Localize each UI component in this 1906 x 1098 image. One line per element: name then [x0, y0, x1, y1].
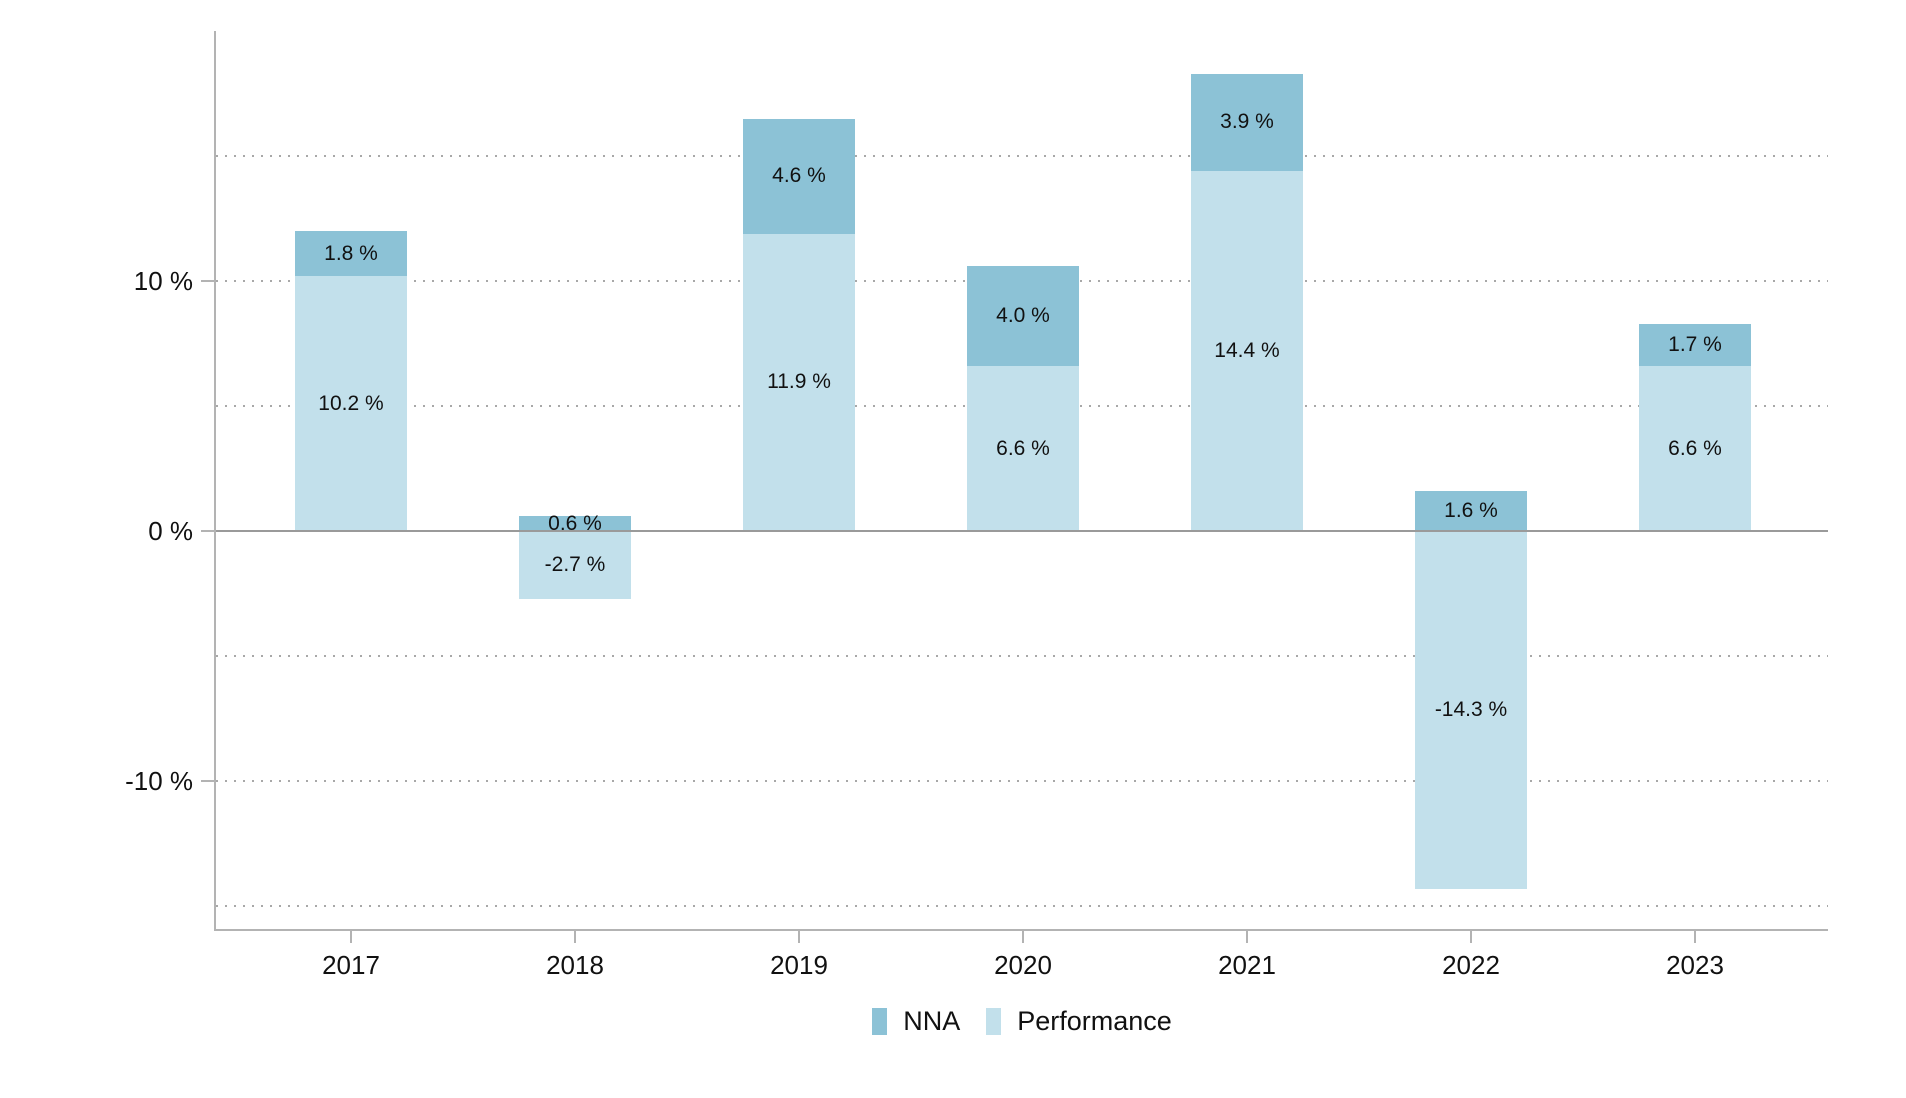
bar-2019-nna-segment: 4.6 %: [743, 118, 855, 234]
x-axis-tick-2020: [1022, 931, 1024, 943]
y-axis-line: [214, 31, 216, 931]
gridline--15pct: [216, 905, 1828, 907]
x-axis-tick-2022: [1470, 931, 1472, 943]
bar-2023-performance-value: 6.6 %: [1668, 436, 1722, 460]
x-axis-tick-2023: [1694, 931, 1696, 943]
bar-2023-nna-value: 1.7 %: [1668, 332, 1722, 356]
legend-label-performance: Performance: [1017, 1006, 1172, 1036]
legend-label-nna: NNA: [903, 1006, 961, 1036]
bar-2018-performance-value: -2.7 %: [544, 552, 606, 576]
x-axis-label-2017: 2017: [322, 950, 380, 980]
x-axis-label-2021: 2021: [1218, 950, 1276, 980]
gridline--10pct: [216, 780, 1828, 782]
bar-2017-performance-value: 10.2 %: [318, 391, 384, 415]
x-axis-tick-2017: [350, 931, 352, 943]
bar-2017-performance-segment: 10.2 %: [295, 276, 407, 531]
x-axis-tick-2019: [798, 931, 800, 943]
bar-2017-nna-value: 1.8 %: [324, 241, 378, 265]
x-axis-tick-2018: [574, 931, 576, 943]
x-axis-label-2018: 2018: [546, 950, 604, 980]
y-axis-label: 0 %: [148, 516, 193, 546]
bar-2019-nna-value: 4.6 %: [772, 164, 826, 187]
legend-swatch-nna-icon: [872, 1008, 888, 1035]
bar-2023-nna-segment: 1.7 %: [1639, 323, 1751, 366]
legend-swatch-performance-icon: [986, 1008, 1002, 1035]
bar-2022-nna-segment: 1.6 %: [1415, 491, 1527, 531]
zero-line: [216, 530, 1828, 532]
bar-2022-performance-segment: -14.3 %: [1415, 531, 1527, 889]
bar-2022-performance-value: -14.3 %: [1434, 697, 1508, 721]
x-axis-tick-2021: [1246, 931, 1248, 943]
gridline--5pct: [216, 655, 1828, 657]
bar-2021-performance-value: 14.4 %: [1214, 339, 1280, 362]
y-axis-tick-0: [201, 530, 214, 532]
bar-2020-performance-value: 6.6 %: [996, 436, 1050, 460]
legend: NNA Performance: [216, 1008, 1828, 1035]
bar-2020-nna-segment: 4.0 %: [967, 266, 1079, 366]
bar-2021-nna-segment: 3.9 %: [1191, 73, 1303, 171]
y-axis-tick-10: [201, 280, 214, 282]
legend-entry-performance: Performance: [986, 1008, 1172, 1035]
gridline-15pct: [216, 155, 1828, 157]
x-axis-label-2022: 2022: [1442, 950, 1500, 980]
bar-2023-performance-segment: 6.6 %: [1639, 366, 1751, 531]
bar-2017-nna-segment: 1.8 %: [295, 231, 407, 276]
bar-2022-nna-value: 1.6 %: [1444, 499, 1498, 522]
y-axis-label: -10 %: [125, 766, 193, 796]
x-axis-line: [216, 929, 1828, 931]
bar-2020-performance-segment: 6.6 %: [967, 366, 1079, 531]
y-axis-tick--10: [201, 780, 214, 782]
x-axis-label-2023: 2023: [1666, 950, 1724, 980]
bar-2018-performance-segment: -2.7 %: [519, 531, 631, 599]
x-axis-label-2020: 2020: [994, 950, 1052, 980]
bar-2018-nna-value: 0.6 %: [548, 511, 602, 535]
bar-2019-performance-segment: 11.9 %: [743, 233, 855, 531]
y-axis-label: 10 %: [133, 266, 193, 296]
bar-2018-nna-segment: 0.6 %: [519, 512, 631, 534]
bar-2019-performance-value: 11.9 %: [767, 370, 831, 394]
bar-2021-nna-value: 3.9 %: [1220, 110, 1274, 134]
bar-2020-nna-value: 4.0 %: [996, 304, 1050, 327]
x-axis-label-2019: 2019: [770, 950, 828, 980]
bar-2021-performance-segment: 14.4 %: [1191, 171, 1303, 531]
legend-entry-nna: NNA: [872, 1008, 960, 1035]
